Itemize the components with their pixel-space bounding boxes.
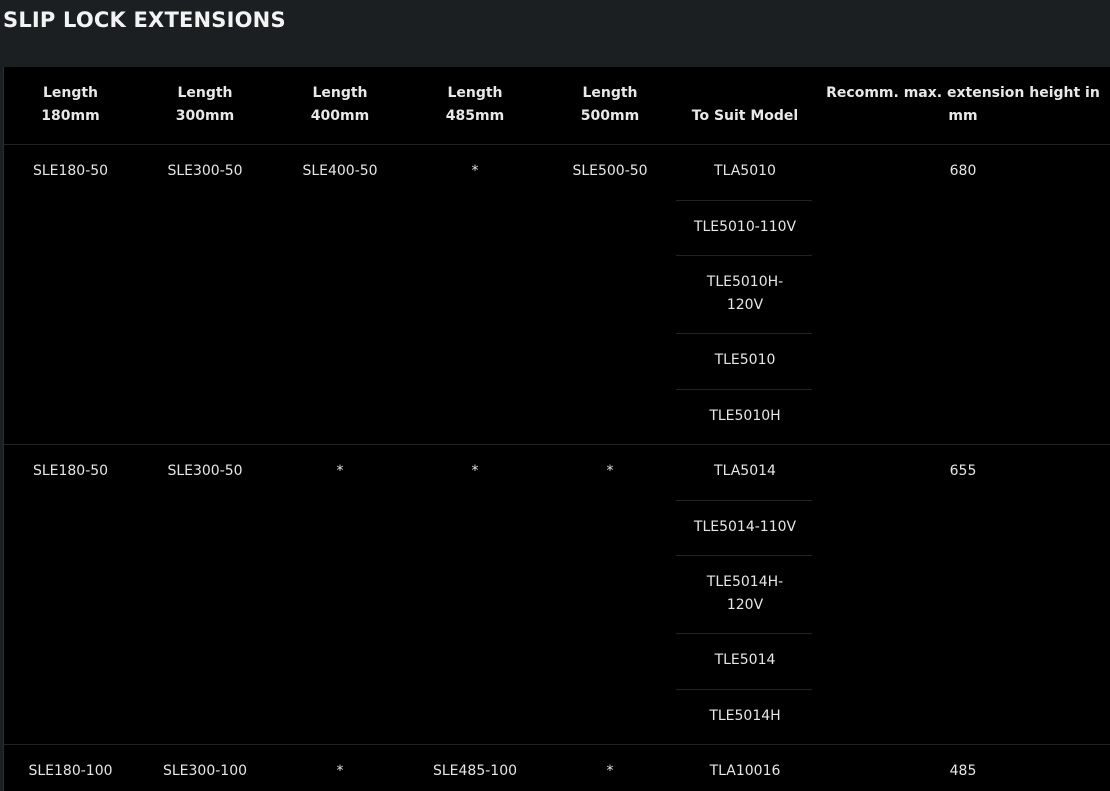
header-to-suit-model: To Suit Model (678, 105, 812, 128)
group1-length-300: SLE300-50 (167, 163, 243, 179)
header-to-suit-model-label: To Suit Model (691, 108, 799, 124)
group1-divider (4, 444, 1110, 445)
header-length-180: Length 180mm (4, 82, 137, 128)
group3-length-400: * (336, 763, 344, 779)
group2-length-300: SLE300-50 (167, 463, 243, 479)
group1-model-divider (676, 333, 812, 334)
header-length-485-line2: 485mm (445, 108, 505, 124)
group2-model-divider (676, 689, 812, 690)
header-recomm-height-line2: mm (948, 108, 978, 124)
group1-height: 680 (949, 163, 977, 179)
group2-model-5: TLE5014H (709, 708, 781, 724)
group3-length-300: SLE300-100 (162, 763, 248, 779)
group2-length-400: * (336, 463, 344, 479)
group2-length-485: * (471, 463, 479, 479)
group2-model-4: TLE5014 (714, 652, 776, 668)
group2-divider (4, 744, 1110, 745)
group2-model-divider (676, 500, 812, 501)
header-length-300: Length 300mm (138, 82, 272, 128)
group2-length-180: SLE180-50 (32, 463, 109, 479)
header-length-485-line1: Length (447, 85, 503, 101)
group3-model-1: TLA10016 (709, 763, 781, 779)
group1-length-400: SLE400-50 (302, 163, 378, 179)
header-length-400-line2: 400mm (310, 108, 370, 124)
header-recomm-height-line1: Recomm. max. extension height in (826, 85, 1100, 101)
header-length-500-line2: 500mm (580, 108, 640, 124)
group3-length-180: SLE180-100 (28, 763, 113, 779)
extensions-table: Length 180mm Length 300mm Length 400mm L… (3, 67, 1110, 791)
group1-length-485: * (471, 163, 479, 179)
group2-model-3-line2: 120V (726, 597, 764, 613)
group1-model-divider (676, 389, 812, 390)
group2-model-divider (676, 633, 812, 634)
group1-model-3-line1: TLE5010H- (706, 274, 784, 290)
group2-length-500: * (606, 463, 614, 479)
header-length-300-line1: Length (177, 85, 233, 101)
header-divider (4, 144, 1110, 145)
page-title: SLIP LOCK EXTENSIONS (3, 8, 286, 32)
group2-height: 655 (949, 463, 977, 479)
group1-model-1: TLA5010 (714, 163, 776, 179)
group3-length-485: SLE485-100 (432, 763, 518, 779)
group3-height: 485 (949, 763, 977, 779)
header-length-180-line2: 180mm (41, 108, 100, 124)
group1-model-3-line2: 120V (726, 297, 764, 313)
group3-length-500: * (606, 763, 614, 779)
title-bar: SLIP LOCK EXTENSIONS (0, 0, 1110, 67)
group2-model-1: TLA5014 (714, 463, 776, 479)
group1-model-divider (676, 255, 812, 256)
group1-model-5: TLE5010H (709, 408, 781, 424)
header-length-500: Length 500mm (543, 82, 677, 128)
header-length-400: Length 400mm (273, 82, 407, 128)
group1-length-180: SLE180-50 (32, 163, 109, 179)
group2-model-2: TLE5014-110V (693, 519, 797, 535)
header-length-500-line1: Length (582, 85, 638, 101)
group1-model-divider (676, 200, 812, 201)
header-length-485: Length 485mm (408, 82, 542, 128)
group1-model-4: TLE5010 (714, 352, 776, 368)
group2-model-3-line1: TLE5014H- (706, 574, 784, 590)
header-length-400-line1: Length (312, 85, 368, 101)
header-length-300-line2: 300mm (175, 108, 235, 124)
header-length-180-line1: Length (42, 85, 99, 101)
group1-length-500: SLE500-50 (572, 163, 648, 179)
group2-model-divider (676, 555, 812, 556)
group1-model-2: TLE5010-110V (693, 219, 797, 235)
header-recomm-height: Recomm. max. extension height in mm (822, 82, 1104, 128)
